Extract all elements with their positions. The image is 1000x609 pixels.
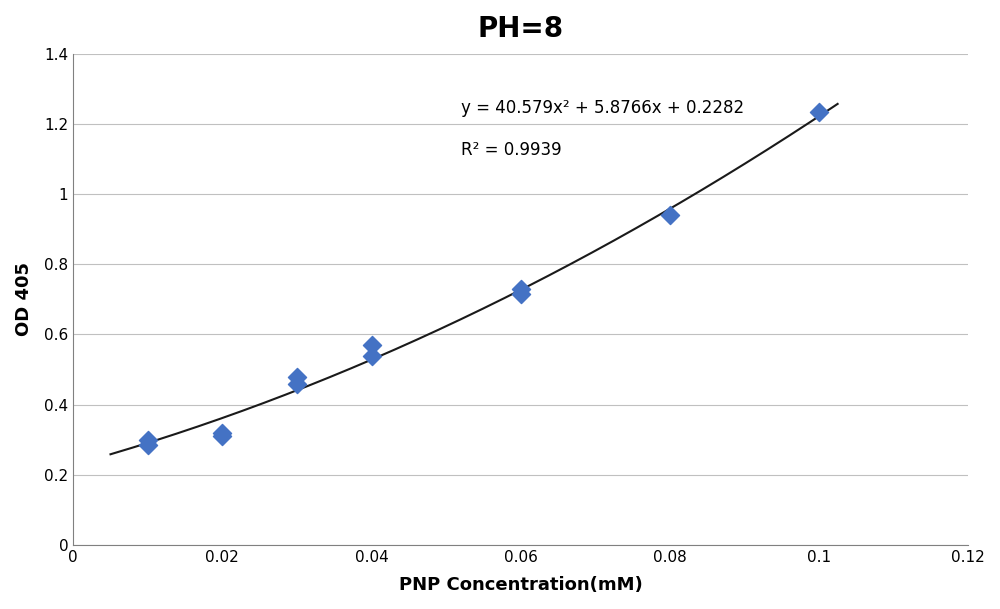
Point [364,351,380,361]
Point [214,431,230,441]
Point [140,440,156,450]
Point [662,210,678,220]
Text: y = 40.579x² + 5.8766x + 0.2282: y = 40.579x² + 5.8766x + 0.2282 [461,99,744,117]
Y-axis label: OD 405: OD 405 [15,262,33,336]
Point [140,435,156,445]
Point [214,428,230,438]
Point [364,340,380,350]
Title: PH=8: PH=8 [478,15,564,43]
Text: R² = 0.9939: R² = 0.9939 [461,141,562,159]
Point [289,371,305,381]
Point [513,284,529,294]
Point [289,379,305,389]
X-axis label: PNP Concentration(mM): PNP Concentration(mM) [399,576,643,594]
Point [811,107,827,116]
Point [513,289,529,299]
